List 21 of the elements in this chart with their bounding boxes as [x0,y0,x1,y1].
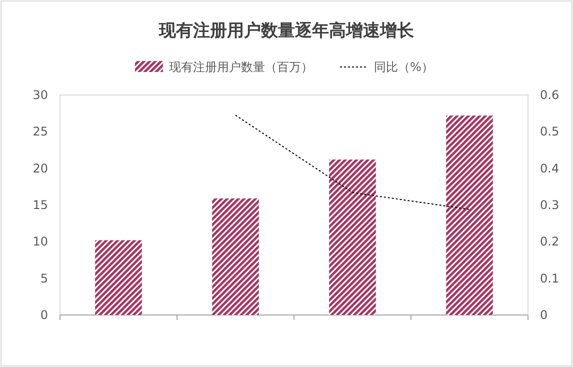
legend-label: 现有注册用户数量（百万） [169,60,313,74]
chart-title: 现有注册用户数量逐年高增速增长 [158,21,415,41]
bar [329,160,376,315]
bar [212,198,259,315]
y-tick-label: 20 [32,161,48,176]
y2-tick-label: 0.4 [540,161,560,176]
y2-tick-label: 0.5 [540,124,560,139]
y2-tick-label: 0.3 [540,198,560,212]
y2-tick-label: 0.1 [540,271,560,286]
y2-tick-label: 0.2 [540,234,560,249]
y-tick-label: 25 [32,124,48,139]
bar [446,116,493,315]
y-tick-label: 0 [40,308,48,322]
y-tick-label: 10 [32,234,48,249]
y2-tick-label: 0 [540,308,548,322]
legend-label: 同比（%） [374,60,434,74]
y-tick-label: 30 [32,88,48,102]
y2-tick-label: 0.6 [540,88,560,102]
y-tick-label: 15 [32,198,48,212]
bar [95,240,142,315]
y-tick-label: 5 [40,271,48,286]
